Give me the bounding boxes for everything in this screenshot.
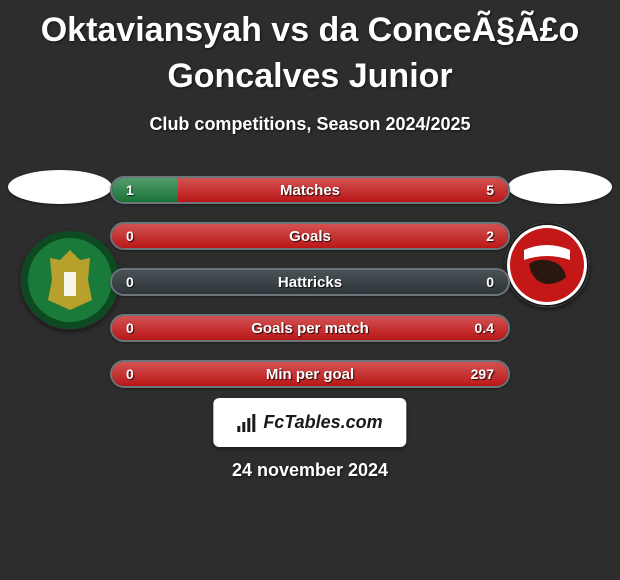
stat-label: Goals: [112, 224, 508, 248]
stat-label: Min per goal: [112, 362, 508, 386]
brand-text: FcTables.com: [263, 412, 382, 433]
right-value: 0: [486, 270, 494, 294]
right-value: 2: [486, 224, 494, 248]
stat-label: Matches: [112, 178, 508, 202]
right-value: 0.4: [475, 316, 494, 340]
brand-badge: FcTables.com: [213, 398, 406, 447]
stat-bars: 1Matches50Goals20Hattricks00Goals per ma…: [110, 176, 510, 406]
right-country-flag: [508, 170, 612, 204]
stat-row: 0Goals2: [110, 222, 510, 250]
bar-chart-icon: [237, 414, 257, 432]
stat-label: Hattricks: [112, 270, 508, 294]
right-club-logo: [504, 222, 590, 308]
shield-icon: [504, 222, 590, 308]
date-label: 24 november 2024: [0, 460, 620, 481]
stat-row: 0Min per goal297: [110, 360, 510, 388]
stat-row: 0Goals per match0.4: [110, 314, 510, 342]
right-value: 297: [471, 362, 494, 386]
subtitle: Club competitions, Season 2024/2025: [0, 114, 620, 135]
stat-label: Goals per match: [112, 316, 508, 340]
left-club-logo: [20, 230, 120, 330]
stat-row: 0Hattricks0: [110, 268, 510, 296]
page-title: Oktaviansyah vs da ConceÃ§Ã£o Goncalves …: [0, 0, 620, 100]
right-value: 5: [486, 178, 494, 202]
stat-row: 1Matches5: [110, 176, 510, 204]
shield-icon: [20, 230, 120, 330]
left-country-flag: [8, 170, 112, 204]
